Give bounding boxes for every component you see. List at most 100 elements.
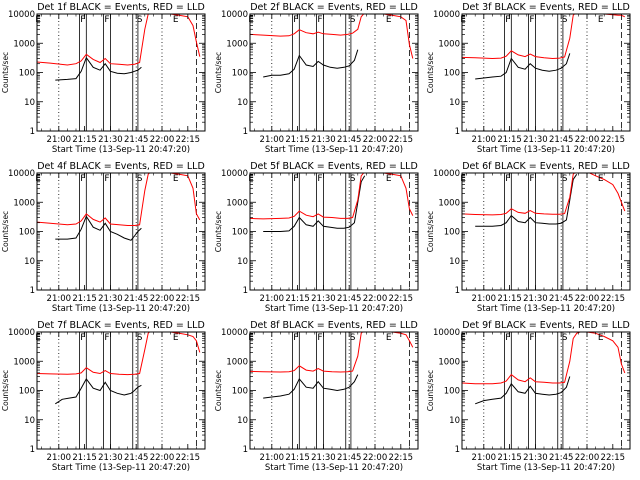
interval-marker: E xyxy=(386,333,392,343)
x-axis-label: Start Time (13-Sep-11 20:47:20) xyxy=(52,304,190,314)
y-axis-label: Counts/sec xyxy=(214,211,223,252)
x-tick-label: 22:15 xyxy=(176,294,201,304)
y-tick-label: 10 xyxy=(237,257,248,267)
y-tick-label: 10000 xyxy=(221,169,248,179)
x-tick-label: 21:30 xyxy=(311,294,336,304)
plot-frame xyxy=(36,13,206,132)
x-tick-label: 21:15 xyxy=(72,294,97,304)
y-axis-label: Counts/sec xyxy=(426,211,435,252)
y-tick-label: 1 xyxy=(30,286,35,296)
x-axis-label: Start Time (13-Sep-11 20:47:20) xyxy=(52,145,190,155)
events-series-line xyxy=(475,174,578,227)
interval-marker: F xyxy=(293,333,298,343)
y-tick-label: 1000 xyxy=(13,198,35,208)
interval-marker: S xyxy=(350,15,356,25)
interval-marker: E xyxy=(386,15,392,25)
x-tick-label: 21:15 xyxy=(497,294,522,304)
interval-marker: E xyxy=(35,174,41,184)
x-tick-label: 21:00 xyxy=(47,135,72,145)
y-tick-label: 100 xyxy=(444,387,460,397)
y-tick-label: 100 xyxy=(19,228,35,238)
plot-frame xyxy=(36,331,206,450)
interval-marker: S xyxy=(137,15,143,25)
y-tick-label: 1 xyxy=(243,127,248,137)
panel-4: Det 4f BLACK = Events, RED = LLD E F F S E 1 10… xyxy=(1,161,206,314)
x-tick-label: 21:45 xyxy=(549,453,574,463)
x-tick-label: 21:30 xyxy=(98,135,123,145)
lld-series-line xyxy=(462,14,626,60)
panel-title: Det 3f BLACK = Events, RED = LLD xyxy=(462,2,630,13)
y-tick-label: 10 xyxy=(449,416,460,426)
y-tick-label: 100 xyxy=(232,228,248,238)
x-tick-label: 22:15 xyxy=(601,453,626,463)
y-tick-label: 1000 xyxy=(438,39,460,49)
interval-marker: F xyxy=(317,15,322,25)
y-tick-label: 10 xyxy=(24,98,35,108)
y-tick-label: 100 xyxy=(232,387,248,397)
x-tick-label: 21:15 xyxy=(497,453,522,463)
panel-title: Det 8f BLACK = Events, RED = LLD xyxy=(250,320,418,331)
x-tick-label: 21:30 xyxy=(98,453,123,463)
interval-marker: E xyxy=(35,15,41,25)
plot-frame xyxy=(36,172,206,291)
y-tick-label: 100 xyxy=(444,228,460,238)
x-axis-label: Start Time (13-Sep-11 20:47:20) xyxy=(52,463,190,473)
x-tick-label: 21:45 xyxy=(124,294,149,304)
panel-title: Det 1f BLACK = Events, RED = LLD xyxy=(37,2,205,13)
interval-marker: F xyxy=(529,174,534,184)
x-tick-label: 21:00 xyxy=(472,135,497,145)
y-tick-label: 1000 xyxy=(438,198,460,208)
x-tick-label: 21:45 xyxy=(337,453,362,463)
interval-marker: S xyxy=(350,174,356,184)
x-tick-label: 21:30 xyxy=(98,294,123,304)
events-series-line xyxy=(475,53,571,80)
x-tick-label: 21:00 xyxy=(472,294,497,304)
y-tick-label: 1000 xyxy=(226,39,248,49)
plot-frame xyxy=(461,172,631,291)
x-tick-label: 21:15 xyxy=(285,294,310,304)
panel-7: Det 7f BLACK = Events, RED = LLD E F F S E 1 10… xyxy=(1,320,206,473)
y-tick-label: 10 xyxy=(449,257,460,267)
interval-marker: E xyxy=(460,333,466,343)
y-axis-label: Counts/sec xyxy=(426,52,435,93)
panel-title: Det 9f BLACK = Events, RED = LLD xyxy=(462,320,630,331)
y-axis-label: Counts/sec xyxy=(214,52,223,93)
x-axis-label: Start Time (13-Sep-11 20:47:20) xyxy=(477,145,615,155)
interval-marker: F xyxy=(505,15,510,25)
panel-3: Det 3f BLACK = Events, RED = LLD E F F S E 1 10… xyxy=(426,2,631,155)
y-tick-label: 1000 xyxy=(226,198,248,208)
x-tick-label: 22:00 xyxy=(363,135,388,145)
y-tick-label: 1000 xyxy=(226,357,248,367)
x-tick-label: 22:00 xyxy=(363,453,388,463)
y-tick-label: 1000 xyxy=(438,357,460,367)
x-tick-label: 21:00 xyxy=(472,453,497,463)
y-axis-label: Counts/sec xyxy=(426,370,435,411)
interval-marker: F xyxy=(529,15,534,25)
y-tick-label: 1000 xyxy=(13,39,35,49)
interval-marker: E xyxy=(598,333,604,343)
interval-marker: S xyxy=(137,333,143,343)
y-tick-label: 1000 xyxy=(13,357,35,367)
interval-marker: E xyxy=(35,333,41,343)
y-tick-label: 10 xyxy=(237,416,248,426)
interval-marker: E xyxy=(248,174,254,184)
x-tick-label: 22:00 xyxy=(150,294,175,304)
x-tick-label: 21:30 xyxy=(311,453,336,463)
interval-marker: E xyxy=(173,15,179,25)
interval-marker: S xyxy=(350,333,356,343)
y-tick-label: 10 xyxy=(24,416,35,426)
x-axis-label: Start Time (13-Sep-11 20:47:20) xyxy=(477,463,615,473)
interval-marker: S xyxy=(562,174,568,184)
events-series-line xyxy=(263,175,366,232)
y-tick-label: 10000 xyxy=(433,169,460,179)
x-tick-label: 21:45 xyxy=(124,453,149,463)
x-axis-label: Start Time (13-Sep-11 20:47:20) xyxy=(477,304,615,314)
y-tick-label: 10000 xyxy=(433,10,460,20)
x-tick-label: 21:00 xyxy=(260,294,285,304)
y-tick-label: 10000 xyxy=(433,328,460,338)
x-tick-label: 21:15 xyxy=(72,453,97,463)
interval-marker: E xyxy=(460,174,466,184)
interval-marker: E xyxy=(248,333,254,343)
x-tick-label: 22:00 xyxy=(363,294,388,304)
x-tick-label: 21:45 xyxy=(124,135,149,145)
